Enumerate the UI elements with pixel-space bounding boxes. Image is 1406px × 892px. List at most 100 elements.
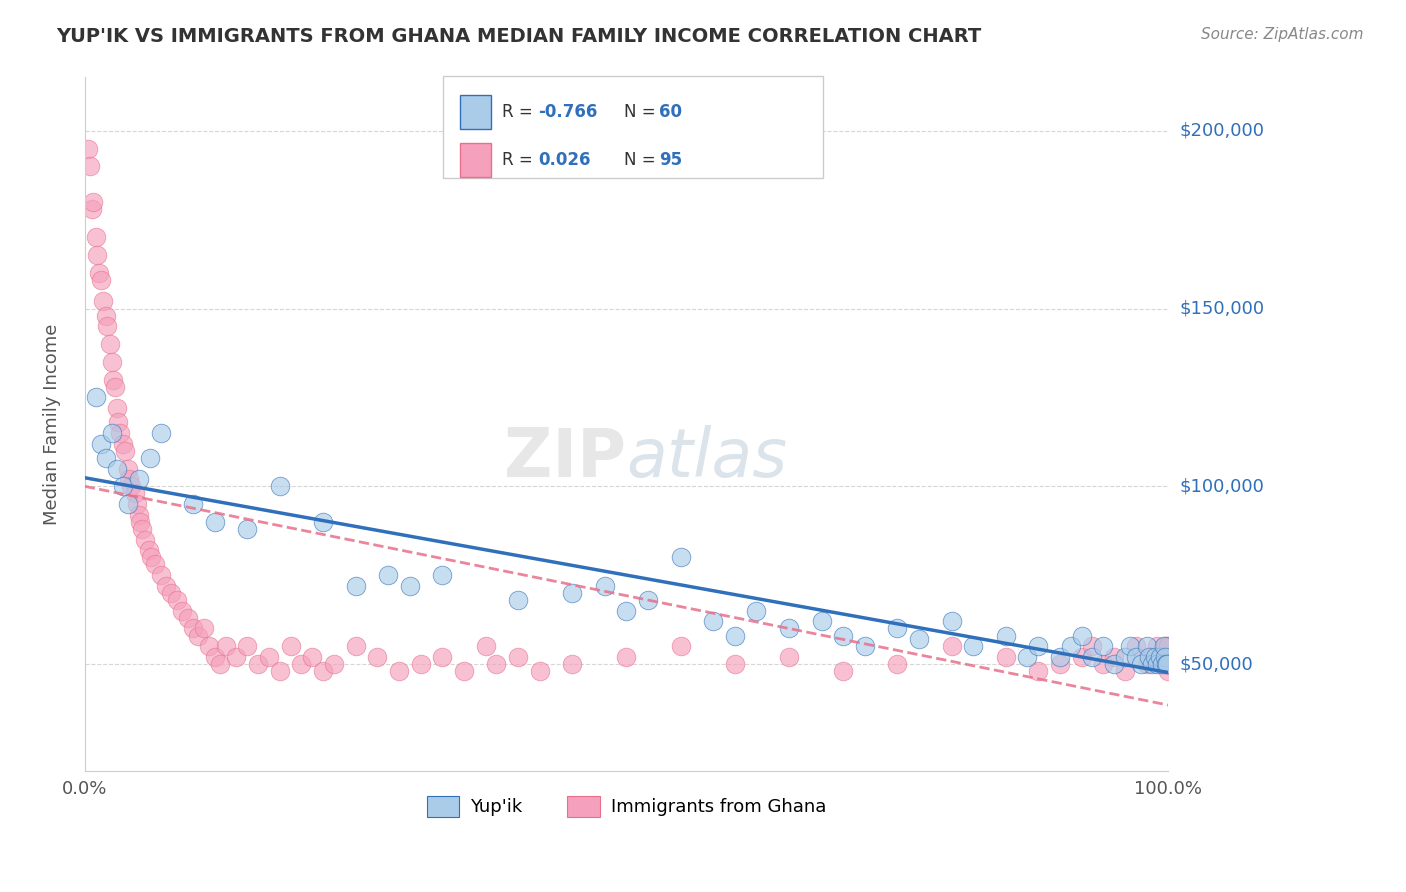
Point: [1070, 649, 1092, 664]
Point: [134, 533, 156, 547]
Point: [745, 604, 768, 618]
Point: [388, 664, 411, 678]
Point: [637, 593, 659, 607]
Point: [616, 604, 638, 618]
Point: [1026, 640, 1049, 654]
Point: [1092, 657, 1115, 671]
Point: [529, 664, 551, 678]
Point: [104, 380, 127, 394]
Point: [139, 450, 162, 465]
Point: [1150, 657, 1173, 671]
Point: [1140, 657, 1163, 671]
Text: Source: ZipAtlas.com: Source: ZipAtlas.com: [1201, 27, 1364, 42]
Point: [377, 568, 399, 582]
Point: [1157, 640, 1180, 654]
Point: [1060, 640, 1083, 654]
Point: [1135, 640, 1157, 654]
Point: [908, 632, 931, 647]
Point: [724, 657, 747, 671]
Point: [702, 615, 724, 629]
Point: [669, 640, 692, 654]
Text: R =: R =: [502, 103, 538, 120]
Point: [193, 622, 215, 636]
Point: [344, 640, 367, 654]
Point: [82, 202, 104, 216]
Point: [1154, 657, 1177, 671]
Point: [114, 443, 136, 458]
Point: [110, 425, 132, 440]
Point: [724, 629, 747, 643]
Point: [593, 579, 616, 593]
Point: [120, 479, 142, 493]
Point: [994, 629, 1017, 643]
Point: [96, 450, 118, 465]
Point: [160, 586, 183, 600]
Text: 0.026: 0.026: [538, 151, 591, 169]
Point: [204, 515, 226, 529]
Point: [1154, 649, 1177, 664]
Point: [853, 640, 876, 654]
Point: [810, 615, 832, 629]
Point: [84, 391, 107, 405]
Point: [1144, 649, 1167, 664]
Point: [1102, 649, 1125, 664]
Point: [366, 649, 388, 664]
Text: $50,000: $50,000: [1180, 655, 1253, 673]
Point: [1125, 649, 1147, 664]
Point: [561, 657, 583, 671]
Point: [941, 615, 963, 629]
Point: [117, 461, 139, 475]
Point: [96, 319, 118, 334]
Point: [138, 543, 160, 558]
Point: [1152, 649, 1174, 664]
Point: [117, 497, 139, 511]
Point: [1114, 664, 1136, 678]
Point: [101, 373, 124, 387]
Point: [187, 629, 209, 643]
Point: [832, 664, 855, 678]
Point: [143, 558, 166, 572]
Point: [269, 479, 291, 493]
Point: [125, 497, 148, 511]
Point: [1156, 657, 1178, 671]
Point: [962, 640, 984, 654]
Point: [77, 142, 100, 156]
Point: [941, 640, 963, 654]
Text: 60: 60: [659, 103, 682, 120]
Point: [778, 649, 800, 664]
Point: [139, 550, 162, 565]
Y-axis label: Median Family Income: Median Family Income: [44, 324, 60, 524]
Point: [149, 568, 172, 582]
Point: [832, 629, 855, 643]
Point: [87, 266, 110, 280]
Text: N =: N =: [624, 103, 661, 120]
Point: [1154, 657, 1177, 671]
Point: [508, 593, 530, 607]
Point: [236, 640, 259, 654]
Point: [129, 515, 152, 529]
Point: [128, 508, 150, 522]
Point: [778, 622, 800, 636]
Point: [323, 657, 346, 671]
Point: [312, 664, 335, 678]
Point: [209, 657, 232, 671]
Point: [257, 649, 280, 664]
Text: $100,000: $100,000: [1180, 477, 1264, 495]
Point: [301, 649, 323, 664]
Point: [1049, 657, 1071, 671]
Point: [1146, 640, 1168, 654]
Point: [82, 194, 104, 209]
Point: [101, 425, 124, 440]
Point: [886, 657, 908, 671]
Point: [204, 649, 226, 664]
Point: [1157, 640, 1180, 654]
Point: [79, 159, 101, 173]
Point: [118, 472, 141, 486]
Point: [214, 640, 236, 654]
Point: [269, 664, 291, 678]
Point: [84, 230, 107, 244]
Text: ZIP: ZIP: [505, 425, 627, 491]
Point: [86, 248, 108, 262]
Point: [1157, 664, 1180, 678]
Point: [1119, 640, 1142, 654]
